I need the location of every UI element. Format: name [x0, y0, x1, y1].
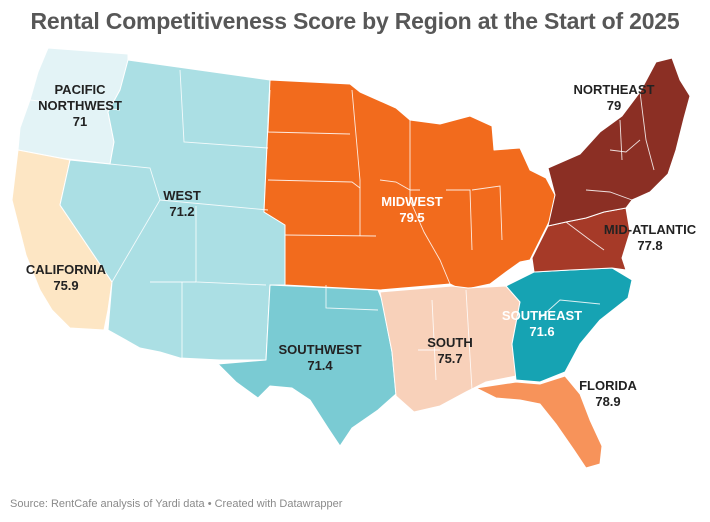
region-name-mid-atlantic: MID-ATLANTIC: [604, 222, 697, 237]
region-shapes: [11, 47, 691, 469]
source-note: Source: RentCafe analysis of Yardi data …: [10, 498, 343, 510]
region-name-southeast: SOUTHEAST: [502, 308, 582, 323]
region-northeast[interactable]: [547, 57, 691, 227]
region-midwest[interactable]: [263, 79, 556, 291]
region-name-midwest: MIDWEST: [381, 194, 442, 209]
region-score-california: 75.9: [53, 278, 78, 293]
region-score-southwest: 71.4: [307, 358, 333, 373]
region-name-northeast: NORTHEAST: [574, 82, 655, 97]
state-borders: [29, 69, 655, 391]
region-score-mid-atlantic: 77.8: [637, 238, 662, 253]
region-score-south: 75.7: [437, 351, 462, 366]
region-name-california: CALIFORNIA: [26, 262, 107, 277]
region-score-northeast: 79: [607, 98, 621, 113]
region-name-south: SOUTH: [427, 335, 473, 350]
region-name-southwest: SOUTHWEST: [278, 342, 361, 357]
region-score-west: 71.2: [169, 204, 194, 219]
region-name-pacific-northwest: PACIFIC: [54, 82, 106, 97]
region-score-pacific-northwest: 71: [73, 114, 87, 129]
region-score-midwest: 79.5: [399, 210, 424, 225]
region-florida[interactable]: [475, 375, 603, 469]
chart-title: Rental Competitiveness Score by Region a…: [30, 8, 680, 34]
region-score-florida: 78.9: [595, 394, 620, 409]
region-southeast[interactable]: [505, 267, 633, 383]
region-name-florida: FLORIDA: [579, 378, 637, 393]
region-south[interactable]: [379, 285, 521, 413]
region-name-west: WEST: [163, 188, 201, 203]
region-score-southeast: 71.6: [529, 324, 554, 339]
region-name-pacific-northwest: NORTHWEST: [38, 98, 122, 113]
